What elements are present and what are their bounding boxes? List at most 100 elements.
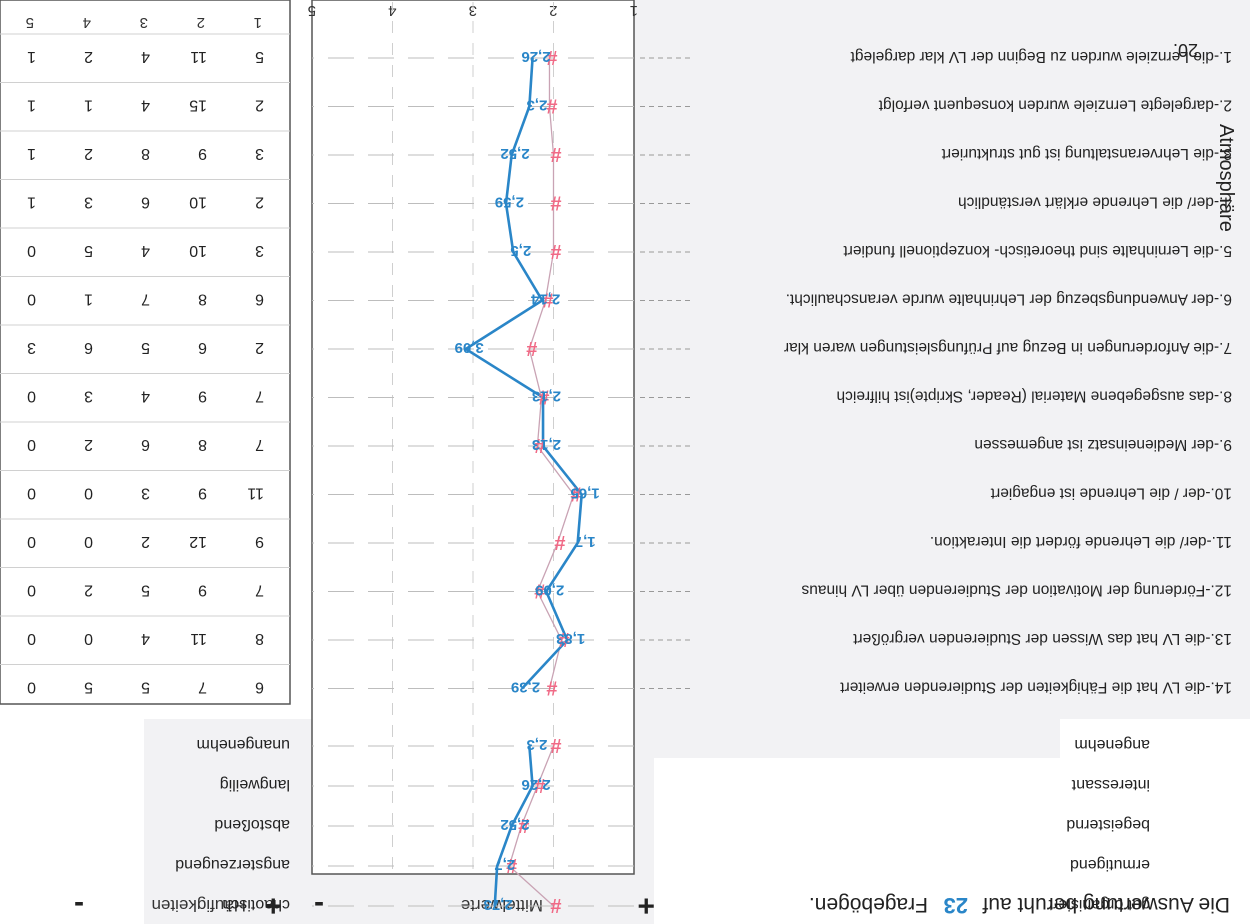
item-label: 5.-die Lerninhalte sind theoretisch- kon… bbox=[843, 242, 1232, 259]
frequency-cell: 2 bbox=[84, 48, 93, 65]
mean-value-label: 2,39 bbox=[511, 679, 540, 696]
atmosphere-number: 20. bbox=[1173, 40, 1198, 60]
frequency-cell: 7 bbox=[255, 436, 264, 453]
reference-marker: # bbox=[538, 386, 549, 408]
atmosphere-positive-label: interessant bbox=[1071, 776, 1150, 793]
mean-value-label: 2,59 bbox=[495, 194, 524, 211]
frequency-cell: 0 bbox=[84, 630, 93, 647]
frequency-cell: 6 bbox=[141, 194, 150, 211]
frequency-column-header: 4 bbox=[83, 14, 91, 31]
reference-marker: # bbox=[526, 337, 537, 359]
reference-marker: # bbox=[534, 580, 545, 602]
mean-value-label: 2,73 bbox=[484, 896, 513, 913]
frequency-cell: 4 bbox=[141, 48, 150, 65]
mean-value-label: 2,13 bbox=[532, 388, 561, 405]
frequency-cell: 1 bbox=[27, 145, 36, 162]
header-note: Die Auswertung beruht auf bbox=[982, 893, 1230, 916]
mean-value-label: 2,26 bbox=[521, 48, 550, 65]
frequency-cell: 4 bbox=[141, 388, 150, 405]
atmosphere-positive-label: begeisternd bbox=[1066, 816, 1150, 833]
mean-value-label: 2,3 bbox=[526, 736, 547, 753]
mean-value-label: 2,7 bbox=[494, 856, 515, 873]
frequency-cell: 1 bbox=[27, 194, 36, 211]
freq-minus-sign: - bbox=[74, 889, 84, 922]
atmosphere-reference-line bbox=[508, 745, 555, 907]
mean-value-label: 2,3 bbox=[526, 97, 547, 114]
frequency-column-header: 1 bbox=[254, 14, 262, 31]
frequency-cell: 2 bbox=[84, 145, 93, 162]
frequency-cell: 0 bbox=[84, 485, 93, 502]
mean-value-label: 1,7 bbox=[575, 533, 596, 550]
frequency-cell: 2 bbox=[141, 533, 150, 550]
mean-value-label: 3,09 bbox=[455, 339, 484, 356]
reference-marker: # bbox=[542, 289, 553, 311]
item-label: 10.-der / die Lehrende ist engagiert bbox=[990, 485, 1232, 502]
frequency-cell: 3 bbox=[84, 388, 93, 405]
reference-marker: # bbox=[546, 677, 557, 699]
frequency-cell: 2 bbox=[84, 582, 93, 599]
mean-value-label: 2,5 bbox=[510, 242, 531, 259]
item-label: 6.-der Anwendungsbezug der Lehrinhalte w… bbox=[786, 291, 1232, 308]
reference-marker: # bbox=[534, 774, 545, 796]
reference-marker: # bbox=[546, 95, 557, 117]
atmosphere-negative-label: chaotisch bbox=[222, 896, 290, 913]
item-label: 9.-der Medieneinsatz ist angemessen bbox=[974, 436, 1232, 453]
item-label: 2.-dargelegte Lernziele wurden konsequen… bbox=[878, 97, 1232, 114]
mean-value-label: 2,09 bbox=[535, 582, 564, 599]
frequency-cell: 0 bbox=[27, 388, 36, 405]
frequency-cell: 6 bbox=[84, 339, 93, 356]
reference-marker: # bbox=[558, 628, 569, 650]
atmosphere-block: 20. Atmosphäre angenehm unangenehm interes… bbox=[175, 40, 1237, 913]
frequency-cell: 10 bbox=[189, 194, 207, 211]
frequency-cell: 6 bbox=[255, 679, 264, 696]
items-mean-line bbox=[463, 57, 584, 690]
frequency-cell: 7 bbox=[141, 291, 150, 308]
item-label: 4.-der/ die Lehrende erklärt verständlic… bbox=[958, 194, 1232, 211]
atmosphere-negative-label: angsterzeugend bbox=[175, 856, 290, 873]
frequency-cell: 0 bbox=[84, 533, 93, 550]
frequency-cell: 15 bbox=[189, 97, 207, 114]
frequency-cell: 11 bbox=[190, 48, 207, 65]
frequency-table-frame bbox=[0, 0, 291, 705]
scale-tick-label: 1 bbox=[630, 2, 638, 19]
mean-value-label: 2,13 bbox=[532, 436, 561, 453]
frequency-cell: 2 bbox=[84, 436, 93, 453]
respondent-count: 23 bbox=[944, 893, 968, 918]
reference-marker: # bbox=[550, 143, 561, 165]
frequency-cell: 9 bbox=[198, 145, 207, 162]
frequency-cell: 2 bbox=[255, 339, 264, 356]
frequency-cell: 5 bbox=[255, 48, 264, 65]
frequency-cell: 0 bbox=[27, 242, 36, 259]
atmosphere-title: Atmosphäre bbox=[1215, 124, 1237, 232]
item-label: 3.-die Lehrveranstaltung ist gut struktu… bbox=[941, 145, 1232, 162]
reference-marker: # bbox=[550, 240, 561, 262]
atmosphere-positive-label: ermutigend bbox=[1070, 856, 1150, 873]
frequency-cell: 4 bbox=[141, 630, 150, 647]
frequency-cell: 8 bbox=[198, 291, 207, 308]
mean-series: #2,26#2,3#2,52#2,59#2,5#2,14#3,09#2,13#2… bbox=[455, 46, 600, 916]
mean-value-label: 2,26 bbox=[521, 776, 550, 793]
item-label: 1.-die Lernziele wurden zu Beginn der LV… bbox=[850, 48, 1232, 65]
reference-marker: # bbox=[550, 734, 561, 756]
item-label: 12.-Förderung der Motivation der Studier… bbox=[801, 582, 1232, 599]
frequency-cell: 11 bbox=[247, 485, 264, 502]
frequency-cell: 8 bbox=[141, 145, 150, 162]
frequency-cell: 12 bbox=[189, 533, 207, 550]
frequency-cell: 0 bbox=[27, 436, 36, 453]
frequency-table: 1234551142121541139821210631310450687102… bbox=[0, 0, 291, 705]
frequency-cell: 1 bbox=[27, 48, 36, 65]
reference-marker: # bbox=[571, 483, 582, 505]
frequency-cell: 5 bbox=[84, 242, 93, 259]
atmosphere-negative-label: unangenehm bbox=[197, 736, 290, 753]
frequency-cell: 4 bbox=[141, 97, 150, 114]
reference-marker: # bbox=[550, 894, 561, 916]
atmosphere-label-area bbox=[1060, 719, 1250, 924]
reference-marker: # bbox=[550, 192, 561, 214]
frequency-cell: 9 bbox=[198, 485, 207, 502]
frequency-cell: 6 bbox=[255, 291, 264, 308]
reference-marker: # bbox=[506, 854, 517, 876]
mean-value-label: 2,52 bbox=[500, 145, 529, 162]
frequency-cell: 1 bbox=[27, 97, 36, 114]
frequency-column-header: 2 bbox=[197, 14, 205, 31]
